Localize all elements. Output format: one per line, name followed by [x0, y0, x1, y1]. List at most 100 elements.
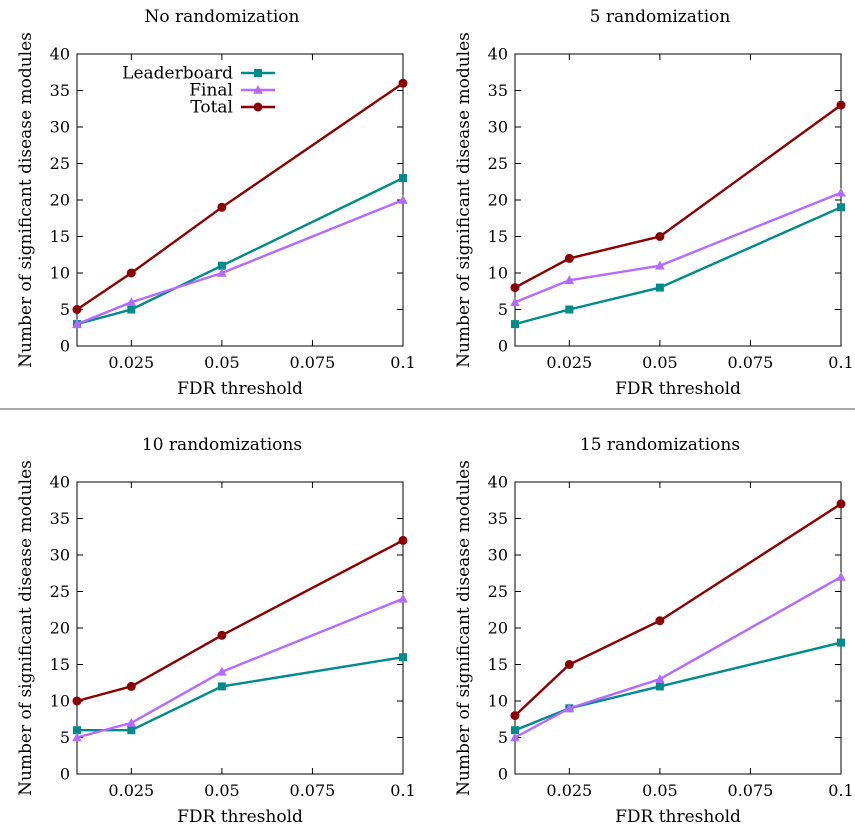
- y-tick-label: 35: [488, 81, 508, 100]
- x-tick-label: 0.025: [546, 353, 592, 372]
- data-point-final: [217, 666, 227, 676]
- y-axis-label: Number of significant disease modules: [16, 32, 36, 368]
- plot-frame: [514, 53, 842, 347]
- y-tick-label: 40: [488, 473, 508, 492]
- series-line-final: [76, 198, 404, 326]
- data-point-total: [72, 696, 82, 706]
- data-point-final: [655, 674, 665, 683]
- y-axis-label: Number of significant disease modules: [16, 460, 36, 796]
- legend-label-total: Total: [190, 98, 233, 118]
- x-tick-label: 0.05: [642, 781, 678, 800]
- data-point-total: [655, 232, 665, 241]
- chart-panel-3: 10 randomizations 0 5 10 15 20 25 30 35 40 0.025 0.…: [16, 435, 416, 827]
- chart-panel-2: 5 randomization 0 5 10 15 20 25 30 35 40 0.025 0.05…: [454, 7, 854, 399]
- data-point-final: [126, 297, 137, 306]
- x-tick-label: 0.075: [728, 781, 774, 800]
- series-line-leaderboard: [77, 656, 404, 732]
- y-tick-label: 15: [488, 227, 508, 246]
- legend-marker-leaderboard: [254, 69, 262, 77]
- data-point-final: [836, 571, 846, 581]
- y-tick-label: 20: [50, 619, 70, 638]
- data-point-leaderboard: [655, 283, 664, 292]
- data-point-total: [836, 499, 846, 509]
- x-tick-label: 0.075: [290, 781, 336, 800]
- legend-marker-total: [253, 102, 263, 112]
- plot-frame: [514, 481, 842, 775]
- data-point-total: [836, 100, 846, 110]
- series-line-leaderboard: [514, 206, 842, 326]
- data-point-leaderboard: [565, 305, 574, 314]
- data-point-leaderboard: [655, 682, 664, 691]
- chart-panel-1: No randomization 0 5 10 15 20 25 30 35 40 0.025 0.0…: [16, 7, 416, 399]
- y-tick-label: 15: [50, 655, 70, 674]
- chart-panel-4: 15 randomizations 0 5 10 15 20 25 30 35 40 0.025 0.…: [454, 435, 854, 827]
- data-point-total: [655, 616, 665, 626]
- data-point-final: [72, 732, 82, 742]
- data-point-leaderboard: [73, 726, 81, 735]
- legend-label-leaderboard: Leaderboard: [122, 64, 233, 84]
- y-tick-label: 0: [498, 337, 508, 356]
- x-tick-label: 0.05: [204, 781, 240, 800]
- y-tick-label: 40: [488, 45, 508, 64]
- y-tick-label: 5: [60, 300, 70, 319]
- data-point-final: [564, 703, 575, 713]
- y-tick-label: 25: [50, 582, 70, 601]
- data-point-final: [836, 187, 846, 197]
- y-tick-label: 35: [50, 81, 70, 100]
- data-point-leaderboard: [127, 726, 136, 735]
- x-axis-label: FDR threshold: [177, 807, 303, 827]
- y-tick-label: 10: [488, 692, 508, 711]
- series-line-leaderboard: [514, 641, 842, 732]
- x-tick-label: 0.025: [546, 781, 592, 800]
- y-tick-label: 10: [50, 264, 70, 283]
- data-point-leaderboard: [837, 638, 845, 647]
- y-tick-label: 0: [498, 765, 508, 784]
- chart-title: 5 randomization: [590, 7, 731, 27]
- y-axis-label: Number of significant disease modules: [454, 460, 474, 796]
- data-point-final: [72, 319, 82, 328]
- chart-title: 10 randomizations: [142, 435, 302, 455]
- data-point-final: [398, 195, 408, 204]
- series-line-final: [514, 191, 842, 304]
- data-point-final: [510, 732, 520, 742]
- data-point-leaderboard: [511, 320, 519, 329]
- x-tick-label: 0.075: [290, 353, 336, 372]
- y-tick-label: 25: [50, 154, 70, 173]
- legend-marker-final: [253, 85, 263, 94]
- y-tick-label: 0: [60, 765, 70, 784]
- data-point-total: [217, 630, 227, 640]
- y-tick-label: 20: [488, 191, 508, 210]
- y-tick-label: 30: [488, 118, 508, 137]
- data-point-total: [126, 268, 136, 278]
- data-point-total: [510, 283, 520, 293]
- y-tick-label: 35: [50, 509, 70, 528]
- y-tick-label: 15: [50, 227, 70, 246]
- data-point-leaderboard: [217, 682, 226, 691]
- data-point-final: [564, 275, 575, 285]
- data-point-total: [564, 660, 574, 669]
- series-line-total: [514, 502, 842, 717]
- y-tick-label: 30: [488, 546, 508, 565]
- data-point-leaderboard: [399, 653, 407, 662]
- y-tick-label: 5: [498, 300, 508, 319]
- series-line-total: [76, 82, 404, 311]
- x-tick-label: 0.05: [204, 353, 240, 372]
- chart-title: No randomization: [145, 7, 300, 27]
- data-point-total: [217, 202, 227, 212]
- data-point-final: [510, 297, 520, 306]
- x-axis-label: FDR threshold: [177, 379, 303, 399]
- legend-label-final: Final: [189, 81, 233, 101]
- y-tick-label: 30: [50, 118, 70, 137]
- data-point-final: [217, 268, 227, 277]
- x-tick-label: 0.025: [108, 781, 154, 800]
- data-point-leaderboard: [217, 261, 226, 270]
- data-point-final: [126, 717, 137, 727]
- x-tick-label: 0.025: [108, 353, 154, 372]
- x-axis-label: FDR threshold: [615, 807, 741, 827]
- y-axis-label: Number of significant disease modules: [454, 32, 474, 368]
- y-tick-label: 40: [50, 473, 70, 492]
- y-tick-label: 5: [60, 728, 70, 747]
- data-point-leaderboard: [837, 203, 845, 212]
- y-tick-label: 0: [60, 337, 70, 356]
